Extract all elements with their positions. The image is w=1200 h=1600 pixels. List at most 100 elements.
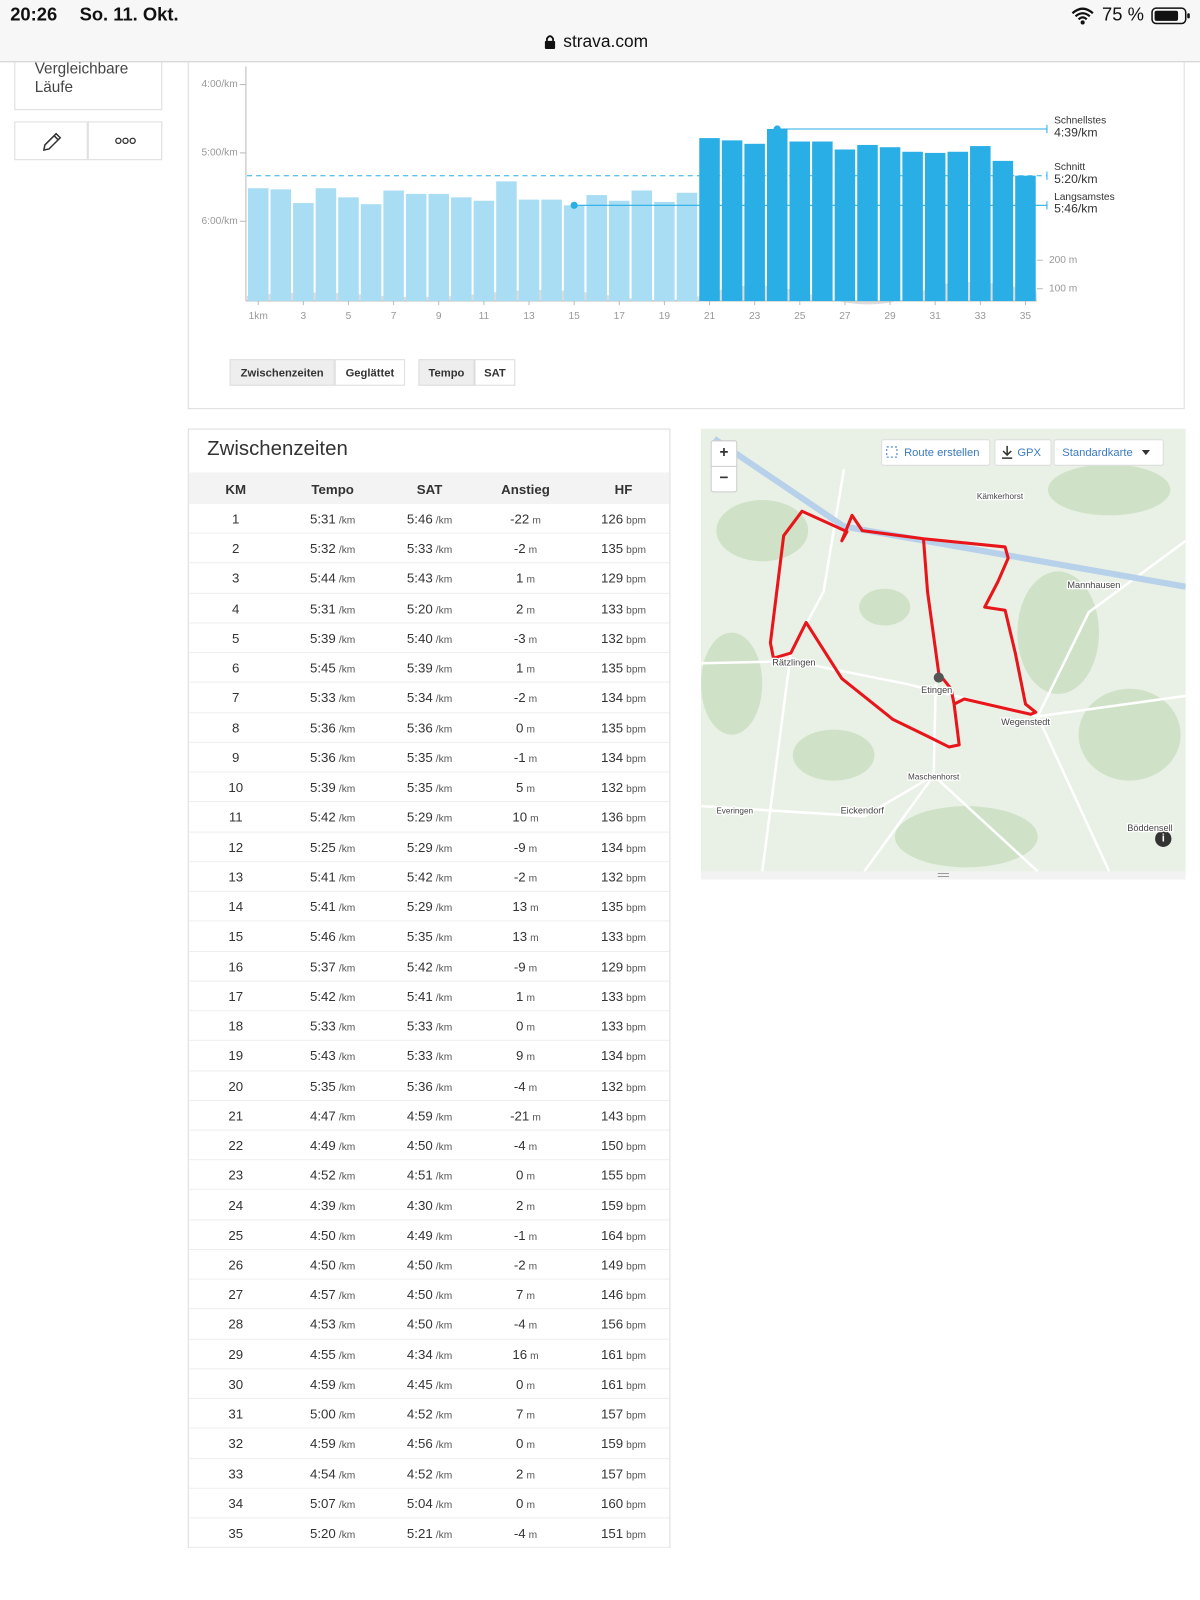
cell-value: 17 (228, 988, 244, 1004)
cell-value: 4:52 (406, 1465, 433, 1482)
x-tick-label: 3 (301, 311, 307, 322)
split-row: 6 5:45/km 5:39/km 1 m 135 bpm (188, 653, 670, 684)
cell-value: 2 (516, 1465, 524, 1482)
gpx-button-label[interactable]: GPX (1017, 447, 1041, 459)
cell-value: 164 (600, 1227, 624, 1243)
cell-value: 35 (228, 1525, 244, 1541)
map-roads (701, 469, 1186, 873)
table-header: KM Tempo SAT Anstieg HF (188, 472, 670, 505)
chart-toggle[interactable]: Tempo (418, 359, 475, 386)
cell-value: 5:46 (406, 511, 433, 527)
cell-value: 0 (516, 720, 524, 736)
route-button[interactable] (881, 439, 991, 466)
cell-unit: m (532, 1112, 541, 1124)
cell-value: 34 (228, 1495, 244, 1512)
info-icon[interactable] (1155, 830, 1172, 847)
split-cell: 135 bpm (572, 892, 674, 922)
place-label: Eickendorf (841, 806, 885, 816)
y2-tick-label: 200 m (1049, 255, 1077, 266)
route-map[interactable]: + − Route erstellen GPX Standardkarte i … (701, 428, 1186, 880)
split-cell: 5:25/km (282, 832, 384, 862)
split-row: 22 4:49/km 4:50/km -4 m 150 bpm (188, 1131, 670, 1161)
more-button[interactable] (87, 121, 163, 161)
cell-value: 9 (516, 1048, 524, 1064)
cell-unit: m (526, 1052, 535, 1064)
chart-toggle[interactable]: Geglättet (334, 359, 406, 386)
split-cell: 5:36/km (282, 743, 384, 773)
compare-box[interactable]: Vergleichbare Läufe (14, 40, 163, 111)
split-cell: 5:31/km (282, 504, 384, 534)
cell-unit: /km (435, 962, 453, 975)
cell-value: 10 (228, 779, 244, 796)
zoom-out[interactable]: − (720, 470, 729, 487)
split-cell: 5:32/km (282, 534, 384, 564)
split-cell: 2 (185, 534, 287, 564)
split-cell: 4:49/km (379, 1220, 481, 1250)
route-button-label[interactable]: Route erstellen (904, 447, 979, 459)
cell-unit: bpm (626, 1112, 646, 1124)
cell-unit: /km (338, 1410, 356, 1422)
x-tick-label: 21 (704, 311, 716, 322)
cell-value: 133 (600, 988, 624, 1004)
cell-value: 13 (228, 869, 244, 885)
cell-unit: bpm (626, 1201, 646, 1213)
cell-unit: /km (435, 873, 453, 885)
split-cell: 5:33/km (282, 1011, 384, 1041)
cell-unit: /km (338, 604, 356, 617)
cell-unit: bpm (626, 1141, 646, 1154)
cell-unit: m (528, 1082, 538, 1094)
split-cell: 164 bpm (572, 1220, 674, 1250)
place-label: Mannhausen (1067, 580, 1120, 590)
cell-value: 5:34 (406, 690, 433, 706)
splits-table: Zwischenzeiten KM Tempo SAT Anstieg HF 1 5:31… (185, 428, 674, 1549)
chart-toggle[interactable]: Zwischenzeiten (229, 359, 335, 386)
split-cell: 5:34/km (379, 683, 481, 713)
split-cell: 132 bpm (572, 1071, 674, 1101)
cell-value: 13 (512, 899, 528, 915)
gpx-button[interactable] (994, 439, 1052, 466)
url[interactable]: strava.com (563, 31, 649, 52)
cell-value: 5:36 (309, 749, 336, 766)
split-row: 19 5:43/km 5:33/km 9 m 134 bpm (188, 1041, 670, 1071)
cell-value: 9 (232, 749, 240, 766)
cell-unit: /km (435, 1141, 453, 1154)
chart-toggle[interactable]: SAT (474, 359, 516, 386)
split-cell: 32 (185, 1429, 287, 1459)
layer-button-label[interactable]: Standardkarte (1062, 447, 1132, 459)
cell-unit: bpm (626, 813, 646, 825)
split-row: 30 4:59/km 4:45/km 0 m 161 bpm (188, 1369, 670, 1400)
cell-unit: m (528, 545, 538, 557)
split-row: 24 4:39/km 4:30/km 2 m 159 bpm (188, 1190, 670, 1221)
split-cell: 5:44/km (282, 564, 384, 594)
cell-value: 157 (600, 1465, 624, 1482)
cell-unit: bpm (626, 694, 646, 706)
cell-value: -1 (513, 749, 526, 766)
map-forest (701, 464, 1181, 868)
edit-button[interactable] (14, 121, 88, 161)
layer-button[interactable] (1053, 439, 1164, 466)
cell-value: 5:44 (309, 570, 336, 587)
cell-unit: bpm (626, 1231, 646, 1243)
split-cell: 146 bpm (572, 1280, 674, 1310)
split-cell: 5:41/km (282, 862, 384, 892)
cell-unit: bpm (626, 1171, 646, 1183)
split-cell: -2 m (474, 534, 576, 564)
x-tick-label: 11 (479, 311, 490, 322)
x-tick-label: 9 (436, 311, 442, 322)
bar (789, 141, 811, 302)
cell-value: 143 (600, 1107, 624, 1124)
cell-value: 5:35 (406, 928, 433, 945)
cell-value: 161 (600, 1376, 624, 1392)
cell-value: 21 (228, 1107, 244, 1124)
cell-unit: /km (435, 574, 453, 587)
split-cell: 160 bpm (572, 1489, 674, 1519)
cell-unit: /km (435, 1291, 453, 1303)
map-resize-handle[interactable] (701, 871, 1186, 880)
zoom-in[interactable]: + (720, 444, 729, 461)
cell-value: 4:52 (309, 1167, 336, 1183)
